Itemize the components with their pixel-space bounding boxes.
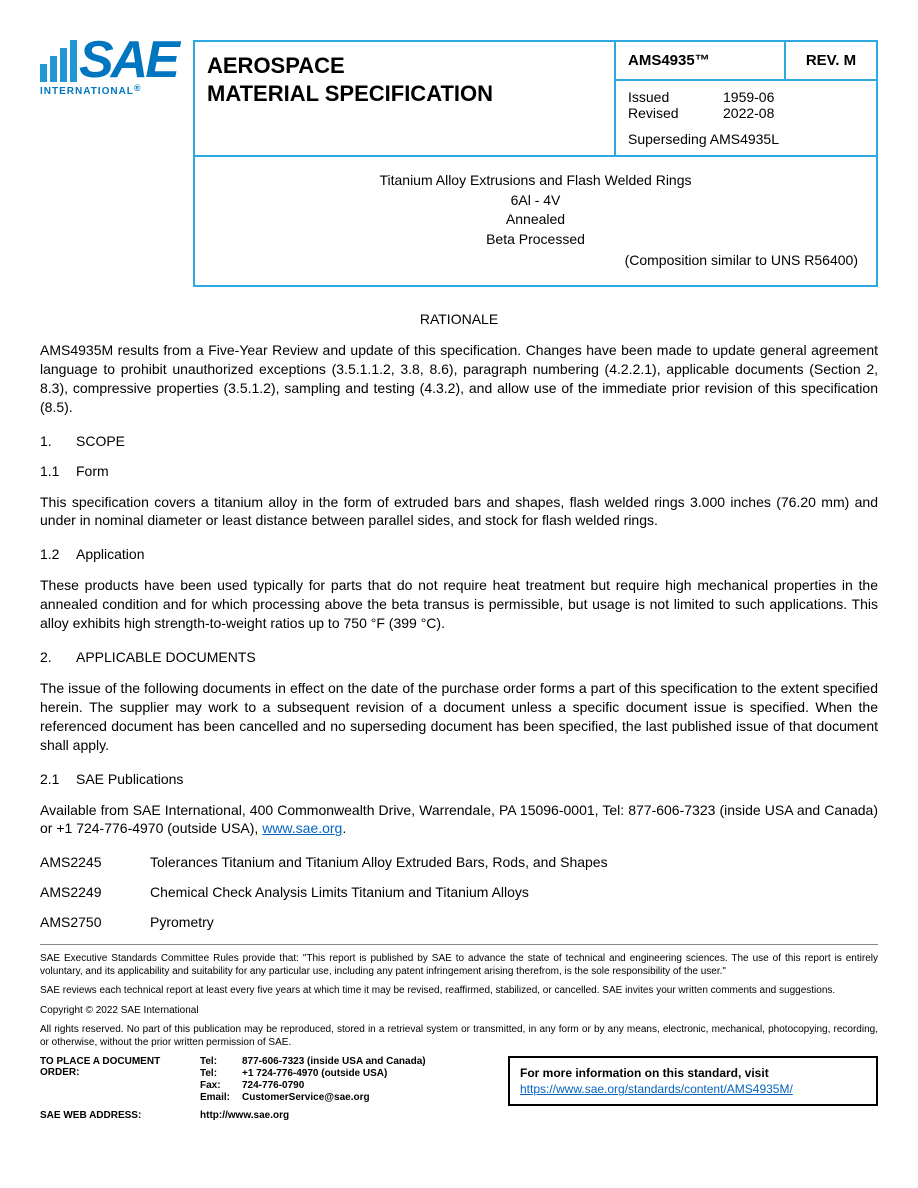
more-info-title: For more information on this standard, v… [520, 1066, 866, 1080]
document-header: SAE INTERNATIONAL® AEROSPACE MATERIAL SP… [40, 40, 878, 287]
section-1-2-heading: 1.2Application [40, 546, 878, 562]
publication-row: AMS2245Tolerances Titanium and Titanium … [40, 854, 878, 870]
section-2-1-heading: 2.1SAE Publications [40, 771, 878, 787]
material-description: Titanium Alloy Extrusions and Flash Weld… [195, 157, 876, 285]
sae-logo: SAE INTERNATIONAL® [40, 40, 170, 97]
spec-code: AMS4935™ [628, 52, 710, 69]
footer-rules: SAE Executive Standards Committee Rules … [40, 953, 878, 978]
logo-column: SAE INTERNATIONAL® [40, 40, 175, 287]
publication-row: AMS2750Pyrometry [40, 914, 878, 930]
logo-text: SAE [79, 40, 177, 82]
header-box: AEROSPACE MATERIAL SPECIFICATION AMS4935… [193, 40, 878, 287]
section-2-heading: 2.APPLICABLE DOCUMENTS [40, 649, 878, 665]
section-2-body: The issue of the following documents in … [40, 679, 878, 755]
web-address-value: http://www.sae.org [200, 1110, 289, 1121]
more-info-link[interactable]: https://www.sae.org/standards/content/AM… [520, 1082, 793, 1096]
web-address-label: SAE WEB ADDRESS: [40, 1110, 200, 1121]
footer-rights: All rights reserved. No part of this pub… [40, 1024, 878, 1049]
footer-separator [40, 944, 878, 945]
section-1-heading: 1.SCOPE [40, 433, 878, 449]
footer-review: SAE reviews each technical report at lea… [40, 985, 878, 998]
footer-copyright: Copyright © 2022 SAE International [40, 1005, 878, 1018]
order-label: TO PLACE A DOCUMENT ORDER: [40, 1056, 200, 1104]
spec-title-line2: MATERIAL SPECIFICATION [207, 80, 602, 108]
issued-row: Issued1959-06 [628, 89, 864, 105]
section-1-1-heading: 1.1Form [40, 463, 878, 479]
rationale-text: AMS4935M results from a Five-Year Review… [40, 341, 878, 417]
section-1-2-body: These products have been used typically … [40, 576, 878, 633]
superseding: Superseding AMS4935L [628, 131, 864, 147]
spec-rev: REV. M [786, 42, 876, 79]
contact-block: Tel:877-606-7323 (inside USA and Canada)… [200, 1056, 426, 1104]
rationale-heading: RATIONALE [40, 311, 878, 327]
revised-row: Revised2022-08 [628, 105, 864, 121]
section-1-1-body: This specification covers a titanium all… [40, 493, 878, 531]
more-info-box: For more information on this standard, v… [508, 1056, 878, 1106]
footer-bottom: TO PLACE A DOCUMENT ORDER: Tel:877-606-7… [40, 1056, 878, 1121]
spec-title-line1: AEROSPACE [207, 52, 602, 80]
publication-row: AMS2249Chemical Check Analysis Limits Ti… [40, 884, 878, 900]
spec-code-cell: AMS4935™ [616, 42, 786, 79]
section-2-1-lead: Available from SAE International, 400 Co… [40, 801, 878, 839]
spec-title-cell: AEROSPACE MATERIAL SPECIFICATION [195, 42, 616, 155]
sae-org-link[interactable]: www.sae.org [262, 820, 342, 836]
logo-bars-icon [40, 40, 77, 82]
